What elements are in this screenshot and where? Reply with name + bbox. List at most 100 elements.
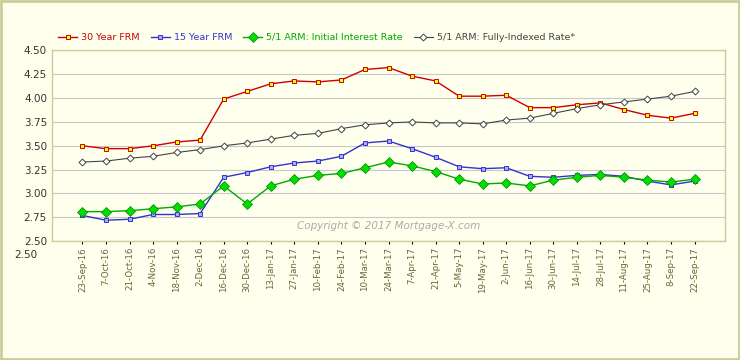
5/1 ARM: Initial Interest Rate: (9, 3.15): Initial Interest Rate: (9, 3.15) (290, 177, 299, 181)
Text: 11-Aug-17: 11-Aug-17 (619, 247, 628, 292)
Text: Copyright © 2017 Mortgage-X.com: Copyright © 2017 Mortgage-X.com (297, 221, 480, 231)
Text: 28-Jul-17: 28-Jul-17 (596, 247, 605, 286)
5/1 ARM: Fully-Indexed Rate*: (23, 3.96): Fully-Indexed Rate*: (23, 3.96) (619, 100, 628, 104)
5/1 ARM: Fully-Indexed Rate*: (11, 3.68): Fully-Indexed Rate*: (11, 3.68) (337, 126, 346, 131)
5/1 ARM: Fully-Indexed Rate*: (0, 3.33): Fully-Indexed Rate*: (0, 3.33) (78, 160, 87, 164)
Text: 23-Sep-16: 23-Sep-16 (78, 247, 87, 292)
15 Year FRM (431, 155, 440, 159)
Text: 19-May-17: 19-May-17 (478, 247, 487, 293)
15 Year FRM (573, 173, 582, 177)
30 Year FRM (337, 78, 346, 82)
5/1 ARM: Fully-Indexed Rate*: (9, 3.61): Fully-Indexed Rate*: (9, 3.61) (290, 133, 299, 138)
Line: 5/1 ARM: Fully-Indexed Rate*: 5/1 ARM: Fully-Indexed Rate* (80, 89, 697, 165)
5/1 ARM: Initial Interest Rate: (11, 3.21): Initial Interest Rate: (11, 3.21) (337, 171, 346, 176)
5/1 ARM: Fully-Indexed Rate*: (4, 3.43): Fully-Indexed Rate*: (4, 3.43) (172, 150, 181, 155)
5/1 ARM: Initial Interest Rate: (4, 2.86): Initial Interest Rate: (4, 2.86) (172, 205, 181, 209)
5/1 ARM: Fully-Indexed Rate*: (13, 3.74): Fully-Indexed Rate*: (13, 3.74) (384, 121, 393, 125)
5/1 ARM: Initial Interest Rate: (22, 3.19): Initial Interest Rate: (22, 3.19) (596, 173, 605, 177)
15 Year FRM (219, 175, 228, 179)
5/1 ARM: Fully-Indexed Rate*: (25, 4.02): Fully-Indexed Rate*: (25, 4.02) (667, 94, 676, 98)
30 Year FRM (596, 101, 605, 105)
5/1 ARM: Fully-Indexed Rate*: (21, 3.89): Fully-Indexed Rate*: (21, 3.89) (573, 107, 582, 111)
5/1 ARM: Initial Interest Rate: (2, 2.82): Initial Interest Rate: (2, 2.82) (125, 208, 134, 213)
Text: 2-Jun-17: 2-Jun-17 (502, 247, 511, 284)
Text: 21-Apr-17: 21-Apr-17 (431, 247, 440, 289)
5/1 ARM: Initial Interest Rate: (15, 3.23): Initial Interest Rate: (15, 3.23) (431, 170, 440, 174)
Line: 30 Year FRM: 30 Year FRM (80, 65, 697, 151)
5/1 ARM: Fully-Indexed Rate*: (15, 3.74): Fully-Indexed Rate*: (15, 3.74) (431, 121, 440, 125)
Text: 30-Jun-17: 30-Jun-17 (549, 247, 558, 289)
30 Year FRM (643, 113, 652, 117)
30 Year FRM (314, 80, 323, 84)
5/1 ARM: Initial Interest Rate: (8, 3.08): Initial Interest Rate: (8, 3.08) (266, 184, 275, 188)
5/1 ARM: Initial Interest Rate: (13, 3.33): Initial Interest Rate: (13, 3.33) (384, 160, 393, 164)
15 Year FRM (195, 211, 204, 216)
30 Year FRM (690, 111, 699, 116)
15 Year FRM (619, 174, 628, 179)
Text: 14-Jul-17: 14-Jul-17 (572, 247, 582, 286)
15 Year FRM (290, 161, 299, 165)
Text: 18-Nov-16: 18-Nov-16 (172, 247, 181, 292)
5/1 ARM: Fully-Indexed Rate*: (2, 3.37): Fully-Indexed Rate*: (2, 3.37) (125, 156, 134, 160)
5/1 ARM: Initial Interest Rate: (21, 3.17): Initial Interest Rate: (21, 3.17) (573, 175, 582, 179)
30 Year FRM (290, 79, 299, 83)
Text: 8-Sep-17: 8-Sep-17 (667, 247, 676, 286)
15 Year FRM (314, 159, 323, 163)
15 Year FRM (125, 217, 134, 221)
5/1 ARM: Initial Interest Rate: (26, 3.15): Initial Interest Rate: (26, 3.15) (690, 177, 699, 181)
30 Year FRM (243, 89, 252, 94)
15 Year FRM (454, 165, 463, 169)
15 Year FRM (266, 165, 275, 169)
5/1 ARM: Fully-Indexed Rate*: (20, 3.84): Fully-Indexed Rate*: (20, 3.84) (549, 111, 558, 116)
5/1 ARM: Fully-Indexed Rate*: (7, 3.53): Fully-Indexed Rate*: (7, 3.53) (243, 141, 252, 145)
Text: 10-Mar-17: 10-Mar-17 (360, 247, 369, 291)
5/1 ARM: Fully-Indexed Rate*: (22, 3.93): Fully-Indexed Rate*: (22, 3.93) (596, 103, 605, 107)
15 Year FRM (549, 175, 558, 179)
5/1 ARM: Fully-Indexed Rate*: (12, 3.72): Fully-Indexed Rate*: (12, 3.72) (360, 123, 369, 127)
5/1 ARM: Fully-Indexed Rate*: (14, 3.75): Fully-Indexed Rate*: (14, 3.75) (408, 120, 417, 124)
Text: 2-Dec-16: 2-Dec-16 (195, 247, 205, 287)
15 Year FRM (667, 183, 676, 187)
30 Year FRM (502, 93, 511, 98)
5/1 ARM: Initial Interest Rate: (19, 3.08): Initial Interest Rate: (19, 3.08) (525, 184, 534, 188)
30 Year FRM (549, 105, 558, 110)
Legend: 30 Year FRM, 15 Year FRM, 5/1 ARM: Initial Interest Rate, 5/1 ARM: Fully-Indexed: 30 Year FRM, 15 Year FRM, 5/1 ARM: Initi… (56, 31, 576, 44)
30 Year FRM (266, 82, 275, 86)
5/1 ARM: Fully-Indexed Rate*: (8, 3.57): Fully-Indexed Rate*: (8, 3.57) (266, 137, 275, 141)
Line: 15 Year FRM: 15 Year FRM (80, 139, 697, 222)
15 Year FRM (502, 166, 511, 170)
5/1 ARM: Initial Interest Rate: (23, 3.17): Initial Interest Rate: (23, 3.17) (619, 175, 628, 179)
30 Year FRM (478, 94, 487, 98)
Text: 16-Dec-16: 16-Dec-16 (219, 247, 228, 292)
Text: 13-Jan-17: 13-Jan-17 (266, 247, 275, 289)
15 Year FRM (525, 174, 534, 179)
5/1 ARM: Fully-Indexed Rate*: (17, 3.73): Fully-Indexed Rate*: (17, 3.73) (478, 122, 487, 126)
Text: 16-Jun-17: 16-Jun-17 (525, 247, 534, 289)
5/1 ARM: Initial Interest Rate: (1, 2.81): Initial Interest Rate: (1, 2.81) (101, 210, 110, 214)
30 Year FRM (431, 79, 440, 83)
15 Year FRM (149, 212, 158, 217)
30 Year FRM (78, 144, 87, 148)
30 Year FRM (195, 138, 204, 142)
Text: 24-Mar-17: 24-Mar-17 (384, 247, 393, 291)
Text: 7-Oct-16: 7-Oct-16 (101, 247, 110, 285)
Text: 30-Dec-16: 30-Dec-16 (243, 247, 252, 292)
5/1 ARM: Initial Interest Rate: (10, 3.19): Initial Interest Rate: (10, 3.19) (314, 173, 323, 177)
15 Year FRM (643, 179, 652, 183)
15 Year FRM (101, 218, 110, 222)
5/1 ARM: Initial Interest Rate: (0, 2.81): Initial Interest Rate: (0, 2.81) (78, 210, 87, 214)
30 Year FRM (408, 74, 417, 78)
5/1 ARM: Initial Interest Rate: (18, 3.11): Initial Interest Rate: (18, 3.11) (502, 181, 511, 185)
5/1 ARM: Initial Interest Rate: (3, 2.84): Initial Interest Rate: (3, 2.84) (149, 207, 158, 211)
30 Year FRM (525, 105, 534, 110)
Text: 7-Apr-17: 7-Apr-17 (408, 247, 417, 284)
5/1 ARM: Fully-Indexed Rate*: (10, 3.63): Fully-Indexed Rate*: (10, 3.63) (314, 131, 323, 136)
15 Year FRM (690, 179, 699, 183)
Text: 10-Feb-17: 10-Feb-17 (313, 247, 323, 291)
5/1 ARM: Fully-Indexed Rate*: (24, 3.99): Fully-Indexed Rate*: (24, 3.99) (643, 97, 652, 101)
5/1 ARM: Fully-Indexed Rate*: (18, 3.77): Fully-Indexed Rate*: (18, 3.77) (502, 118, 511, 122)
5/1 ARM: Initial Interest Rate: (25, 3.12): Initial Interest Rate: (25, 3.12) (667, 180, 676, 184)
15 Year FRM (596, 172, 605, 176)
30 Year FRM (573, 103, 582, 107)
5/1 ARM: Initial Interest Rate: (14, 3.29): Initial Interest Rate: (14, 3.29) (408, 164, 417, 168)
